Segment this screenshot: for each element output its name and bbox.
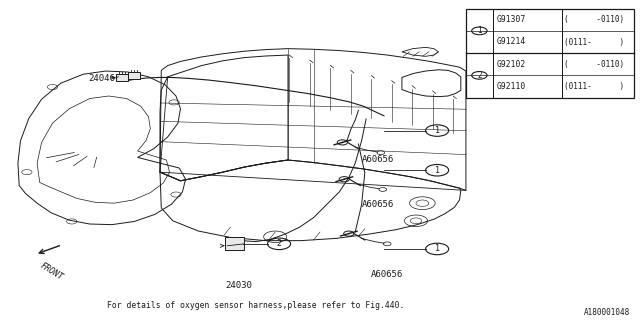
Text: (0111-      ): (0111- ) — [564, 82, 625, 91]
Bar — [116, 74, 128, 81]
Text: (0111-      ): (0111- ) — [564, 37, 625, 46]
Bar — [466, 9, 634, 98]
Text: 2: 2 — [477, 71, 482, 80]
Text: A60656: A60656 — [371, 270, 403, 279]
Text: 1: 1 — [435, 166, 440, 175]
Text: (      -0110): ( -0110) — [564, 60, 625, 69]
Text: G92110: G92110 — [497, 82, 526, 91]
Text: FRONT: FRONT — [38, 261, 64, 282]
Text: For details of oxygen sensor harness,please refer to Fig.440.: For details of oxygen sensor harness,ple… — [108, 301, 404, 310]
Bar — [225, 237, 244, 250]
Text: 1: 1 — [435, 244, 440, 253]
Text: A60656: A60656 — [362, 156, 394, 164]
Text: 1: 1 — [477, 26, 482, 36]
Text: 1: 1 — [435, 126, 440, 135]
Text: 2: 2 — [276, 239, 282, 248]
Text: G91307: G91307 — [497, 15, 526, 24]
Text: (      -0110): ( -0110) — [564, 15, 625, 24]
Text: G91214: G91214 — [497, 37, 526, 46]
Text: 24030: 24030 — [225, 281, 252, 290]
Text: A180001048: A180001048 — [584, 308, 630, 317]
Text: 24046: 24046 — [88, 74, 115, 83]
Text: A60656: A60656 — [362, 200, 394, 209]
Text: G92102: G92102 — [497, 60, 526, 69]
Bar — [128, 72, 140, 79]
